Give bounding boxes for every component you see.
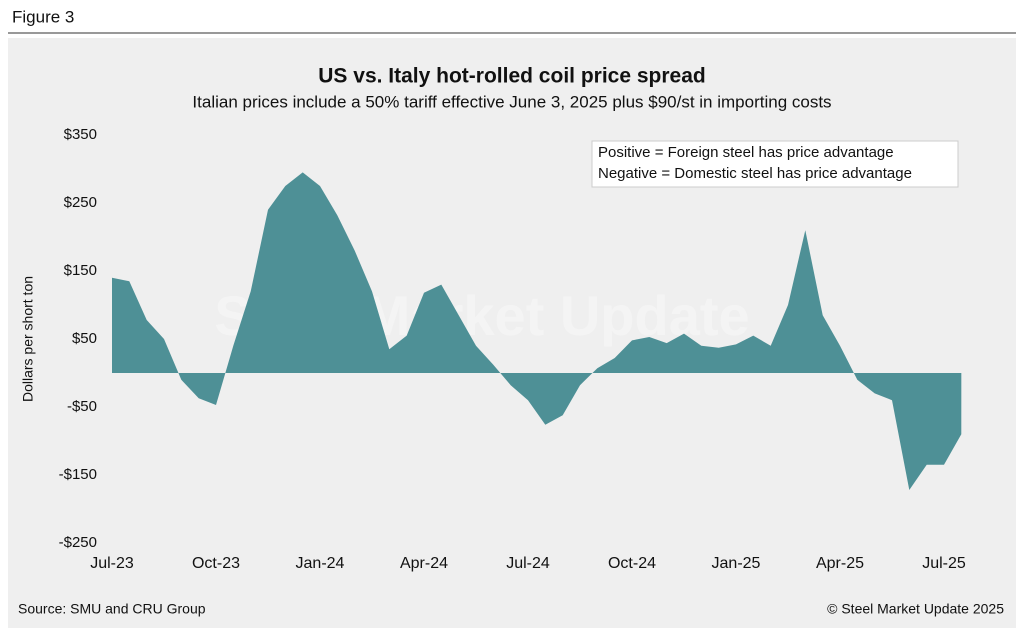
copyright: © Steel Market Update 2025 [827,601,1004,617]
legend-box [591,140,959,188]
area [112,172,962,490]
x-tick-label: Jul-23 [90,555,134,572]
annotation: Negative = Domestic steel has price adva… [598,165,912,182]
annotation: Positive = Foreign steel has price advan… [598,144,894,161]
x-tick-label: Oct-23 [192,555,240,572]
chart-title: US vs. Italy hot-rolled coil price sprea… [318,65,705,88]
chart-panel [8,38,1016,628]
y-tick-label: -$50 [67,398,97,415]
y-axis-label: Dollars per short ton [20,276,36,402]
figure-label: Figure 3 [12,7,74,26]
x-tick-label: Jul-25 [922,555,966,572]
y-tick-label: -$250 [59,534,97,551]
x-tick-label: Jul-24 [506,555,550,572]
y-tick-label: $350 [64,126,97,143]
chart-subtitle: Italian prices include a 50% tariff effe… [192,92,831,111]
x-tick-label: Jan-24 [296,555,345,572]
x-tick-label: Apr-25 [816,555,864,572]
y-tick-label: $250 [64,194,97,211]
y-tick-label: -$150 [59,466,97,483]
x-tick-label: Apr-24 [400,555,448,572]
y-tick-label: $50 [72,330,97,347]
x-tick-label: Oct-24 [608,555,656,572]
source: Source: SMU and CRU Group [18,601,206,617]
x-tick-label: Jan-25 [712,555,761,572]
y-tick-label: $150 [64,262,97,279]
